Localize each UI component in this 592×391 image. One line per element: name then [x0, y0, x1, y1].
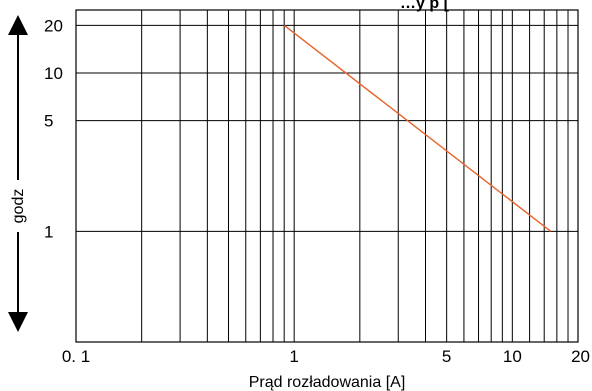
x-tick-label: 5: [442, 347, 451, 366]
y-tick-labels: 20 10 5 1: [44, 16, 63, 241]
plot-frame: [75, 9, 579, 343]
y-tick-label: 1: [44, 222, 53, 241]
chart-title: …y p [: [400, 0, 450, 12]
series-lines: [283, 24, 552, 232]
x-tick-label: 0. 1: [62, 347, 90, 366]
y-axis-label: godz: [10, 189, 27, 224]
series-line: [283, 24, 552, 232]
x-tick-label: 10: [503, 347, 522, 366]
y-tick-label: 20: [44, 16, 63, 35]
x-tick-label: 1: [289, 347, 298, 366]
x-tick-label: 20: [571, 347, 590, 366]
grid: [75, 10, 579, 342]
y-tick-label: 5: [44, 112, 53, 131]
y-tick-label: 10: [44, 64, 63, 83]
x-axis-label: Prąd rozładowania [A]: [249, 374, 406, 391]
x-tick-labels: 0. 1 1 5 10 20: [62, 347, 590, 366]
